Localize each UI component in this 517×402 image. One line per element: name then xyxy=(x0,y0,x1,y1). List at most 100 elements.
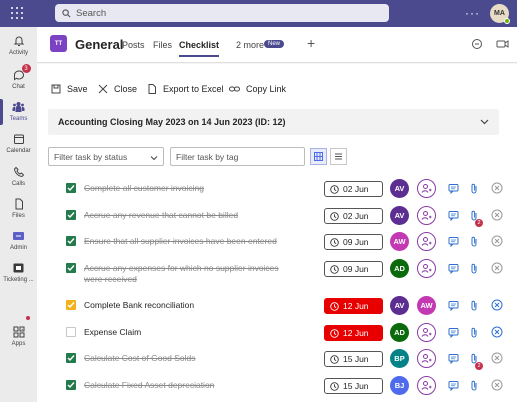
due-date-field[interactable]: 12 Jun xyxy=(324,325,383,341)
task-name[interactable]: Calculate Fixed Asset depreciation xyxy=(84,380,215,390)
attachment-icon[interactable] xyxy=(469,183,480,194)
chat-bubble-icon[interactable] xyxy=(471,38,483,50)
due-date-field[interactable]: 15 Jun xyxy=(324,378,383,394)
checklist-accordion[interactable]: Accounting Closing May 2023 on 14 Jun 20… xyxy=(48,109,499,135)
task-name[interactable]: Accrue any expenses for which no supplie… xyxy=(84,263,279,284)
comment-icon[interactable] xyxy=(448,263,459,274)
task-name[interactable]: Complete Bank reconciliation xyxy=(84,300,195,310)
assignee-avatar[interactable]: BJ xyxy=(390,376,409,395)
due-date-field[interactable]: 12 Jun xyxy=(324,298,383,314)
comment-icon[interactable] xyxy=(448,300,459,311)
export-excel-button[interactable]: Export to Excel xyxy=(147,84,224,94)
rail-item-chat[interactable]: 3 Chat xyxy=(0,63,37,99)
due-date-field[interactable]: 15 Jun xyxy=(324,351,383,367)
assignee-avatar[interactable]: AV xyxy=(390,206,409,225)
admin-icon xyxy=(12,229,26,243)
person-add-icon xyxy=(421,328,432,337)
comment-icon[interactable] xyxy=(448,183,459,194)
assignee-avatar[interactable]: AD xyxy=(390,259,409,278)
task-name[interactable]: Complete all customer invoicing xyxy=(84,183,204,193)
rail-item-admin[interactable]: Admin xyxy=(0,224,37,260)
remove-task-icon[interactable] xyxy=(491,235,503,247)
remove-task-icon[interactable] xyxy=(491,379,503,391)
user-avatar[interactable]: MA xyxy=(490,4,510,24)
tab-more[interactable]: 2 more xyxy=(236,40,265,50)
comment-icon[interactable] xyxy=(448,380,459,391)
rail-item-files[interactable]: Files xyxy=(0,192,37,228)
video-call-icon[interactable] xyxy=(496,38,509,50)
attachment-icon[interactable] xyxy=(469,263,480,274)
rail-item-ticketing[interactable]: Ticketing ... xyxy=(0,256,37,292)
teams-icon xyxy=(12,100,26,114)
task-row: Ensure that all supplier invoices have b… xyxy=(37,230,517,256)
add-assignee-button[interactable] xyxy=(417,376,436,395)
comment-icon[interactable] xyxy=(448,327,459,338)
tab-files[interactable]: Files xyxy=(153,40,173,50)
assignee-avatar[interactable]: AV xyxy=(390,179,409,198)
person-add-icon xyxy=(421,264,432,273)
task-checkbox[interactable] xyxy=(66,183,76,193)
new-badge: New xyxy=(264,40,285,48)
add-assignee-button[interactable] xyxy=(417,349,436,368)
task-checkbox[interactable] xyxy=(66,380,76,390)
save-button[interactable]: Save xyxy=(51,84,88,94)
approver-avatar[interactable]: AW xyxy=(417,296,436,315)
tag-filter-input[interactable]: Filter task by tag xyxy=(170,147,305,166)
add-assignee-button[interactable] xyxy=(417,232,436,251)
rail-item-activity[interactable]: Activity xyxy=(0,29,37,65)
grid-view-button[interactable] xyxy=(310,148,327,165)
task-checkbox[interactable] xyxy=(66,327,76,337)
add-assignee-button[interactable] xyxy=(417,179,436,198)
grid-icon xyxy=(314,152,323,161)
remove-task-icon[interactable] xyxy=(491,299,503,311)
attachment-icon[interactable] xyxy=(469,300,480,311)
task-name[interactable]: Accrue any revenue that cannot be billed xyxy=(84,210,239,220)
due-date-field[interactable]: 09 Jun xyxy=(324,261,383,277)
assignee-avatar[interactable]: AD xyxy=(390,323,409,342)
add-assignee-button[interactable] xyxy=(417,259,436,278)
remove-task-icon[interactable] xyxy=(491,209,503,221)
remove-task-icon[interactable] xyxy=(491,182,503,194)
task-name[interactable]: Ensure that all supplier invoices have b… xyxy=(84,236,277,246)
add-assignee-button[interactable] xyxy=(417,206,436,225)
due-date-field[interactable]: 02 Jun xyxy=(324,181,383,197)
comment-icon[interactable] xyxy=(448,210,459,221)
comment-icon[interactable] xyxy=(448,236,459,247)
rail-item-apps[interactable]: Apps xyxy=(0,320,37,356)
attachment-icon[interactable] xyxy=(469,327,480,338)
attachment-icon[interactable] xyxy=(469,380,480,391)
add-tab-icon[interactable]: + xyxy=(307,35,316,51)
attachment-icon[interactable] xyxy=(469,236,480,247)
list-view-button[interactable] xyxy=(330,148,347,165)
due-date-field[interactable]: 09 Jun xyxy=(324,234,383,250)
remove-task-icon[interactable] xyxy=(491,262,503,274)
close-button[interactable]: Close xyxy=(98,84,137,94)
status-filter-select[interactable]: Filter task by status xyxy=(48,147,164,166)
task-checkbox[interactable] xyxy=(66,263,76,273)
assignee-avatar[interactable]: AW xyxy=(390,232,409,251)
task-checkbox[interactable] xyxy=(66,300,76,310)
due-date-field[interactable]: 02 Jun xyxy=(324,208,383,224)
rail-item-calendar[interactable]: Calendar xyxy=(0,127,37,163)
copy-link-button[interactable]: Copy Link xyxy=(229,84,286,94)
remove-task-icon[interactable] xyxy=(491,326,503,338)
add-assignee-button[interactable] xyxy=(417,323,436,342)
assignee-avatar[interactable]: BP xyxy=(390,349,409,368)
remove-task-icon[interactable] xyxy=(491,352,503,364)
tab-checklist[interactable]: Checklist xyxy=(179,40,220,57)
attachment-count-badge: 2 xyxy=(475,219,483,227)
tab-posts[interactable]: Posts xyxy=(122,40,145,50)
task-checkbox[interactable] xyxy=(66,210,76,220)
task-checkbox[interactable] xyxy=(66,353,76,363)
app-launcher-icon[interactable] xyxy=(11,7,23,19)
rail-item-teams[interactable]: Teams xyxy=(0,95,37,131)
assignee-avatar[interactable]: AV xyxy=(390,296,409,315)
search-box[interactable]: Search xyxy=(55,4,389,22)
more-options-icon[interactable]: ··· xyxy=(465,6,480,20)
comment-icon[interactable] xyxy=(448,353,459,364)
rail-item-calls[interactable]: Calls xyxy=(0,160,37,196)
clock-icon xyxy=(330,265,339,276)
task-checkbox[interactable] xyxy=(66,236,76,246)
task-name[interactable]: Calculate Cost of Good Solds xyxy=(84,353,196,363)
task-name[interactable]: Expense Claim xyxy=(84,327,142,337)
